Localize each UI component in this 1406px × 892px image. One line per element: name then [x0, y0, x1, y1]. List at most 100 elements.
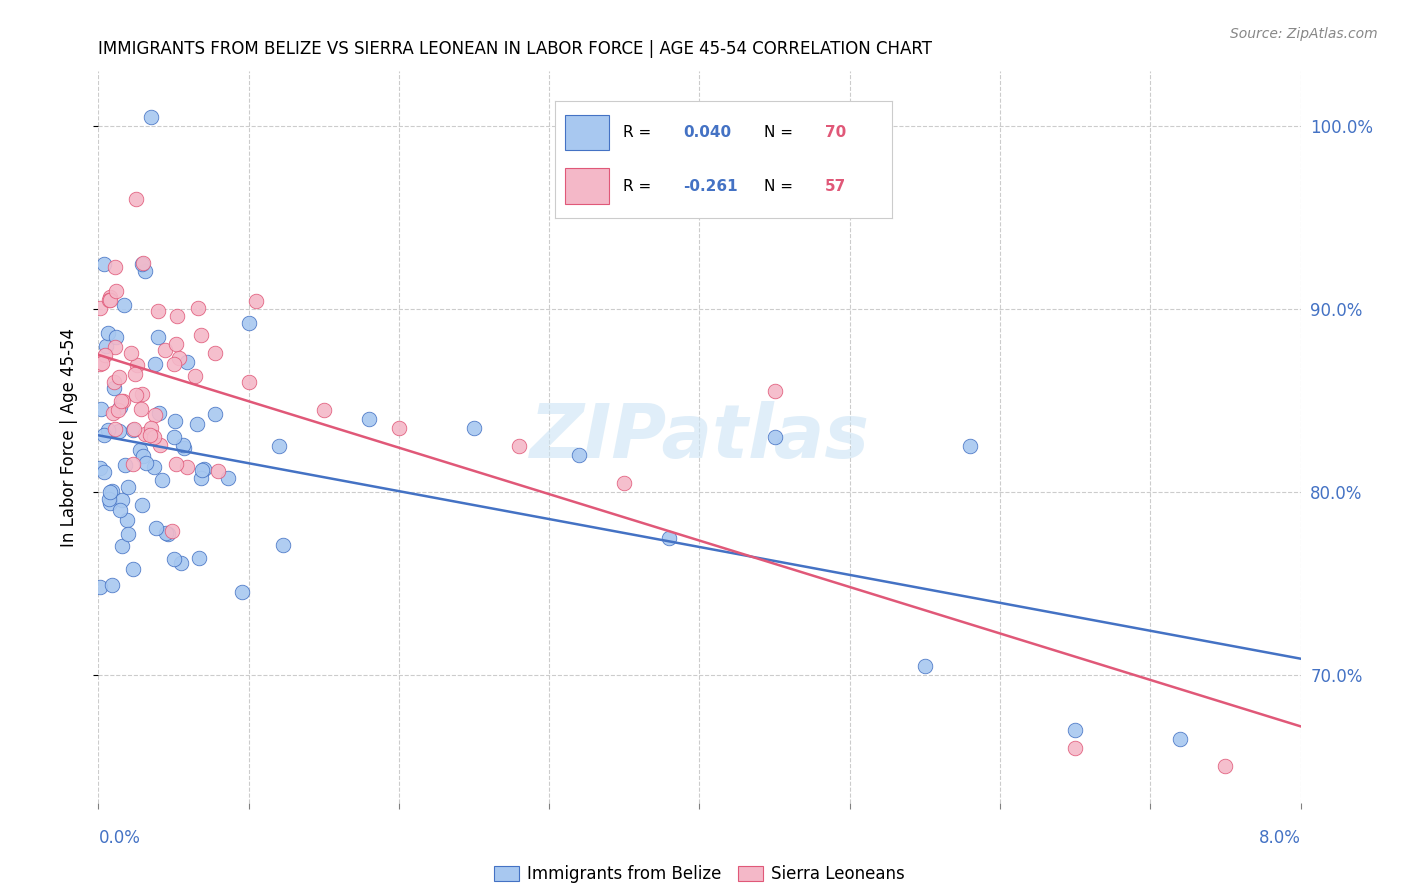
Point: [112, 393, 135, 408]
Point: [120, 346, 142, 360]
Point: [238, 316, 260, 330]
Point: [142, 430, 165, 444]
Point: [145, 521, 167, 535]
Point: [149, 437, 172, 451]
Point: [163, 551, 186, 566]
Point: [132, 449, 155, 463]
Point: [115, 513, 138, 527]
Y-axis label: In Labor Force | Age 45-54: In Labor Force | Age 45-54: [59, 327, 77, 547]
Point: [94, 348, 117, 362]
Point: [98, 491, 121, 506]
Point: [204, 346, 226, 360]
Point: [176, 460, 198, 475]
Point: [129, 401, 152, 416]
Point: [186, 417, 208, 431]
Point: [312, 402, 335, 417]
Point: [110, 393, 132, 408]
Point: [155, 525, 177, 540]
Point: [93, 257, 115, 271]
Point: [148, 406, 170, 420]
Point: [170, 556, 193, 570]
Point: [98, 290, 121, 304]
Point: [110, 492, 132, 507]
Point: [108, 369, 131, 384]
Point: [191, 463, 214, 477]
Point: [160, 524, 183, 538]
Point: [271, 538, 294, 552]
Text: IMMIGRANTS FROM BELIZE VS SIERRA LEONEAN IN LABOR FORCE | AGE 45-54 CORRELATION : IMMIGRANTS FROM BELIZE VS SIERRA LEONEAN…: [98, 40, 932, 58]
Point: [114, 298, 136, 312]
Point: [117, 527, 139, 541]
Point: [100, 293, 122, 307]
Point: [153, 343, 176, 357]
Point: [148, 303, 170, 318]
Point: [122, 457, 145, 471]
Point: [89, 580, 111, 594]
Point: [97, 293, 120, 307]
Point: [190, 328, 212, 343]
Point: [103, 381, 125, 395]
Point: [658, 531, 681, 545]
Point: [104, 340, 127, 354]
Point: [131, 387, 153, 401]
Point: [388, 421, 411, 435]
Point: [172, 438, 194, 452]
Point: [124, 367, 146, 381]
Point: [100, 484, 122, 499]
Point: [187, 301, 209, 315]
Point: [98, 496, 121, 510]
Point: [1170, 731, 1192, 746]
Point: [122, 423, 145, 437]
Point: [959, 439, 981, 453]
Point: [188, 551, 211, 566]
Point: [1215, 759, 1237, 773]
Legend: Immigrants from Belize, Sierra Leoneans: Immigrants from Belize, Sierra Leoneans: [486, 858, 912, 889]
Point: [165, 414, 187, 428]
Point: [125, 388, 148, 402]
Point: [204, 408, 226, 422]
Point: [93, 465, 115, 479]
Point: [114, 458, 136, 472]
Point: [245, 293, 267, 308]
Point: [108, 425, 131, 439]
Point: [143, 409, 166, 423]
Point: [183, 368, 205, 383]
Point: [763, 430, 786, 444]
Text: Source: ZipAtlas.com: Source: ZipAtlas.com: [1230, 27, 1378, 41]
Point: [217, 471, 239, 485]
Point: [125, 358, 148, 372]
Point: [763, 384, 786, 399]
Point: [111, 539, 134, 553]
Point: [190, 471, 212, 485]
Point: [131, 257, 153, 271]
Point: [90, 401, 112, 416]
Point: [108, 400, 131, 414]
Point: [357, 412, 380, 426]
Point: [100, 485, 122, 500]
Point: [613, 475, 636, 490]
Point: [167, 351, 190, 366]
Point: [91, 355, 114, 369]
Point: [117, 480, 139, 494]
Point: [139, 420, 162, 434]
Point: [1064, 723, 1087, 737]
Point: [165, 337, 187, 351]
Point: [101, 406, 124, 420]
Point: [166, 309, 188, 323]
Point: [139, 110, 162, 124]
Point: [121, 562, 143, 576]
Point: [1064, 741, 1087, 756]
Point: [134, 426, 156, 441]
Point: [193, 462, 215, 476]
Point: [129, 442, 152, 457]
Text: ZIPatlas: ZIPatlas: [530, 401, 869, 474]
Point: [89, 461, 111, 475]
Point: [150, 473, 173, 487]
Point: [132, 256, 155, 270]
Point: [125, 193, 148, 207]
Point: [100, 578, 122, 592]
Point: [94, 339, 117, 353]
Point: [134, 264, 156, 278]
Point: [207, 464, 229, 478]
Point: [238, 376, 260, 390]
